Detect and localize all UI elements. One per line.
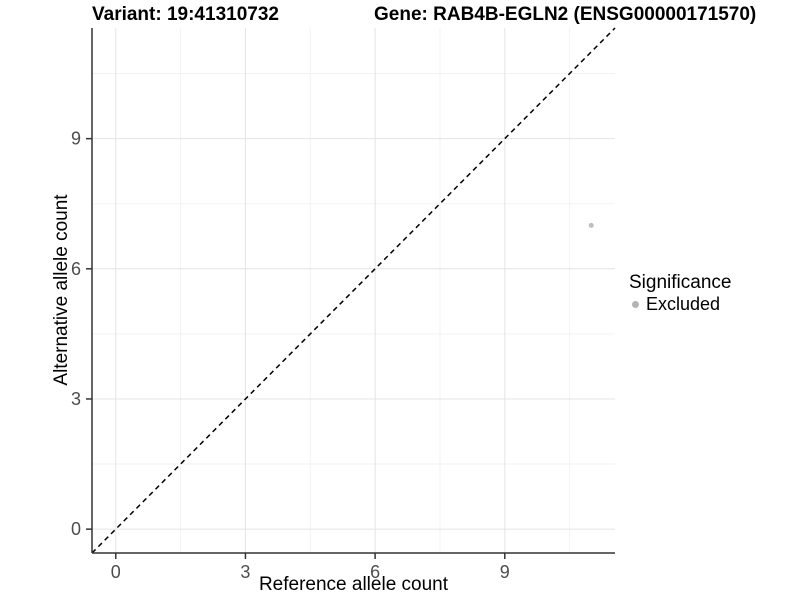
data-point-excluded bbox=[588, 222, 594, 228]
x-tick-label: 6 bbox=[370, 562, 380, 582]
legend-title: Significance bbox=[629, 272, 732, 293]
y-axis-label: Alternative allele count bbox=[51, 194, 72, 386]
y-tick-label: 3 bbox=[71, 389, 81, 409]
y-tick-label: 9 bbox=[71, 129, 81, 149]
x-tick-label: 0 bbox=[111, 562, 121, 582]
legend-item-excluded: Excluded bbox=[632, 294, 731, 315]
excluded-point-swatch bbox=[632, 301, 639, 308]
legend: Significance Excluded bbox=[629, 272, 731, 315]
legend-item-label: Excluded bbox=[646, 294, 721, 314]
x-tick-label: 3 bbox=[240, 562, 250, 582]
variant-title: Variant: 19:41310732 bbox=[92, 4, 279, 25]
x-axis-label: Reference allele count bbox=[258, 574, 449, 595]
gene-title: Gene: RAB4B-EGLN2 (ENSG00000171570) bbox=[374, 4, 757, 25]
y-tick-label: 6 bbox=[71, 259, 81, 279]
y-tick-label: 0 bbox=[71, 519, 81, 539]
identity-dashed-line bbox=[91, 27, 616, 554]
x-tick-label: 9 bbox=[500, 562, 510, 582]
